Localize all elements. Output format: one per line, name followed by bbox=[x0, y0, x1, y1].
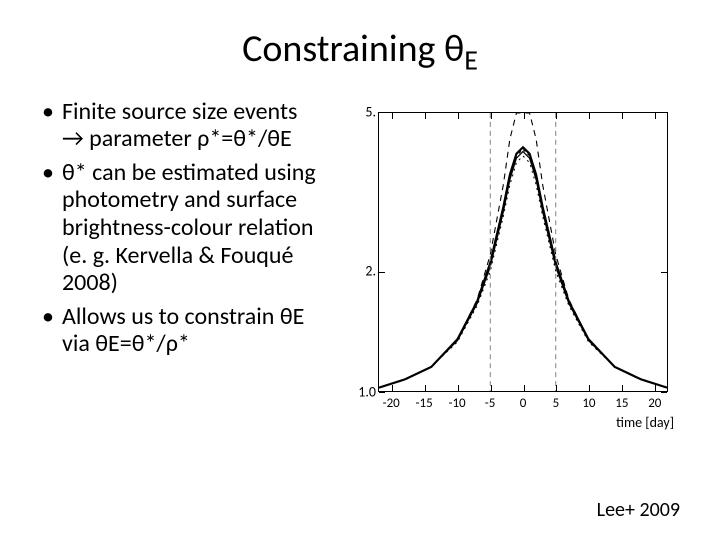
x-axis-label: time [day] bbox=[340, 414, 680, 431]
title-subscript: E bbox=[464, 43, 478, 78]
chart-series-finite-a bbox=[379, 147, 667, 387]
chart-series-pointsource bbox=[379, 113, 667, 388]
bullet-text: θ* can be estimated using photometry and… bbox=[62, 158, 316, 297]
x-tick-label: 10 bbox=[582, 396, 595, 411]
x-tick-label: 20 bbox=[648, 396, 661, 411]
chart-svg bbox=[379, 113, 667, 391]
content-row: Finite source size events → parameter ρ*… bbox=[40, 98, 680, 428]
chart-series-finite-c bbox=[379, 149, 667, 387]
plot-area bbox=[378, 112, 668, 392]
chart-series-finite-d bbox=[379, 155, 667, 387]
bullet-text: Finite source size events → parameter ρ*… bbox=[62, 97, 297, 154]
x-tick-label: -10 bbox=[448, 396, 465, 411]
x-tick-label: 0 bbox=[520, 396, 527, 411]
bullet-item: θ* can be estimated using photometry and… bbox=[40, 159, 324, 297]
page-title: Constraining θE bbox=[40, 26, 680, 78]
bullet-text: Allows us to constrain θE via θE=θ*/ρ* bbox=[62, 302, 304, 359]
title-text: Constraining θ bbox=[242, 26, 464, 72]
magnification-chart: 1.0 2. 5. -20 -15 -10 -5 0 5 10 15 20 time [day] bbox=[340, 98, 680, 428]
x-tick-label: -20 bbox=[383, 396, 400, 411]
bullet-item: Allows us to constrain θE via θE=θ*/ρ* bbox=[40, 303, 324, 358]
bullet-item: Finite source size events → parameter ρ*… bbox=[40, 98, 324, 153]
citation: Lee+ 2009 bbox=[597, 498, 680, 522]
chart-container: 1.0 2. 5. -20 -15 -10 -5 0 5 10 15 20 time [day] bbox=[340, 98, 680, 428]
y-tick-label: 5. bbox=[365, 103, 376, 120]
y-tick-label: 1.0 bbox=[358, 383, 376, 400]
x-tick-label: -15 bbox=[416, 396, 433, 411]
x-tick-label: 5 bbox=[553, 396, 560, 411]
x-tick-label: -5 bbox=[485, 396, 496, 411]
bullet-list: Finite source size events → parameter ρ*… bbox=[40, 98, 324, 428]
x-tick-label: 15 bbox=[615, 396, 628, 411]
y-tick-label: 2. bbox=[365, 263, 376, 280]
chart-series-finite-b bbox=[379, 151, 667, 387]
